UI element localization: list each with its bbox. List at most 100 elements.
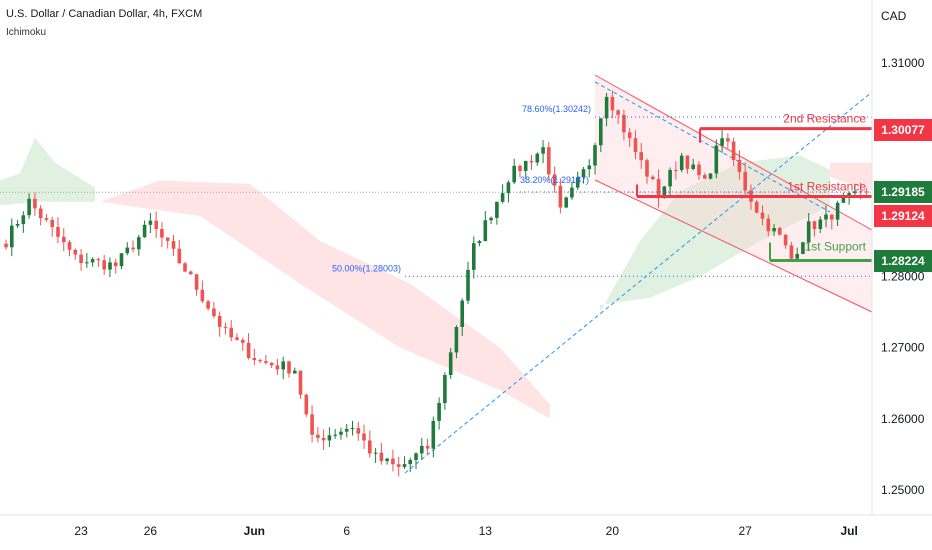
candle[interactable] — [703, 172, 707, 180]
price-axis[interactable]: 1.31000 1.28000 1.27000 1.26000 1.25000 1.300… — [871, 0, 932, 515]
candle[interactable] — [4, 239, 8, 250]
candle[interactable] — [766, 214, 771, 237]
candle[interactable] — [420, 437, 424, 460]
candle[interactable] — [125, 242, 130, 256]
candle[interactable] — [772, 224, 776, 237]
first-support-price-tag[interactable]: 1.28224 — [874, 250, 932, 272]
candle[interactable] — [373, 447, 378, 463]
candle[interactable] — [113, 258, 118, 274]
candle[interactable] — [743, 162, 747, 198]
candle[interactable] — [448, 348, 453, 379]
candle[interactable] — [622, 109, 626, 141]
candle[interactable] — [304, 393, 309, 417]
candle[interactable] — [229, 320, 233, 342]
candle[interactable] — [85, 252, 89, 268]
candle[interactable] — [512, 158, 516, 184]
candle[interactable] — [795, 247, 799, 260]
candle[interactable] — [108, 257, 112, 277]
candle[interactable] — [466, 261, 470, 304]
candle[interactable] — [737, 150, 742, 180]
candle[interactable] — [189, 270, 193, 275]
candle[interactable] — [56, 217, 60, 244]
candle[interactable] — [691, 158, 695, 171]
candle[interactable] — [760, 205, 765, 226]
candle[interactable] — [685, 155, 690, 174]
candle[interactable] — [558, 178, 563, 214]
candle[interactable] — [633, 130, 638, 160]
candle[interactable] — [281, 356, 285, 380]
candle[interactable] — [206, 299, 210, 311]
candle[interactable] — [264, 355, 268, 365]
candle[interactable] — [102, 255, 106, 276]
first-resistance-price-tag[interactable]: 1.29124 — [874, 205, 932, 227]
candle[interactable] — [489, 216, 493, 225]
candle[interactable] — [298, 370, 303, 399]
candle[interactable] — [472, 236, 476, 279]
candle[interactable] — [443, 372, 447, 410]
candle[interactable] — [830, 214, 834, 230]
candle[interactable] — [396, 456, 401, 477]
candle[interactable] — [79, 249, 83, 271]
candle[interactable] — [783, 234, 788, 249]
candle[interactable] — [356, 421, 361, 441]
candle[interactable] — [137, 234, 141, 256]
candle[interactable] — [246, 333, 251, 360]
candle[interactable] — [841, 192, 846, 204]
candle[interactable] — [460, 298, 464, 336]
candle[interactable] — [119, 253, 124, 270]
indicator-label[interactable]: Ichimoku — [6, 27, 47, 38]
candle[interactable] — [714, 139, 719, 179]
candle[interactable] — [656, 169, 661, 208]
candle[interactable] — [552, 166, 557, 193]
candle[interactable] — [720, 130, 724, 153]
candle[interactable] — [610, 90, 615, 119]
candle[interactable] — [535, 152, 540, 166]
candle[interactable] — [616, 109, 620, 124]
candle[interactable] — [627, 128, 632, 147]
candle[interactable] — [241, 337, 245, 351]
candle[interactable] — [10, 218, 14, 257]
candle[interactable] — [697, 161, 701, 180]
candle[interactable] — [824, 205, 828, 228]
candle[interactable] — [408, 457, 412, 473]
candle[interactable] — [350, 420, 355, 436]
candle[interactable] — [731, 137, 736, 167]
candle[interactable] — [148, 213, 153, 233]
candle[interactable] — [252, 348, 257, 366]
candle[interactable] — [500, 184, 505, 204]
candle[interactable] — [142, 220, 147, 238]
candle[interactable] — [708, 173, 713, 180]
candle[interactable] — [523, 160, 528, 179]
candle[interactable] — [806, 213, 811, 251]
candle[interactable] — [587, 159, 592, 178]
candle[interactable] — [495, 201, 499, 225]
candle[interactable] — [177, 239, 182, 264]
candle[interactable] — [402, 456, 407, 469]
candle[interactable] — [853, 183, 857, 196]
candle[interactable] — [183, 261, 187, 273]
candle[interactable] — [131, 240, 135, 253]
candle[interactable] — [333, 429, 337, 439]
candle[interactable] — [547, 141, 551, 181]
candle[interactable] — [391, 449, 395, 472]
candle[interactable] — [379, 443, 384, 465]
candle[interactable] — [599, 117, 603, 153]
candle[interactable] — [73, 248, 78, 260]
candle[interactable] — [293, 367, 297, 374]
candle[interactable] — [414, 452, 418, 470]
candle[interactable] — [431, 416, 436, 458]
candle[interactable] — [217, 311, 222, 337]
candle[interactable] — [679, 152, 684, 173]
candle[interactable] — [812, 220, 817, 237]
candle[interactable] — [67, 240, 72, 257]
candle[interactable] — [604, 92, 609, 127]
candle[interactable] — [344, 424, 349, 438]
candle[interactable] — [38, 205, 43, 226]
candle[interactable] — [160, 222, 164, 248]
candle[interactable] — [235, 333, 239, 341]
candle[interactable] — [570, 181, 574, 200]
candle[interactable] — [385, 457, 389, 465]
candle[interactable] — [321, 429, 326, 450]
candle[interactable] — [96, 257, 101, 267]
candle[interactable] — [316, 427, 320, 443]
